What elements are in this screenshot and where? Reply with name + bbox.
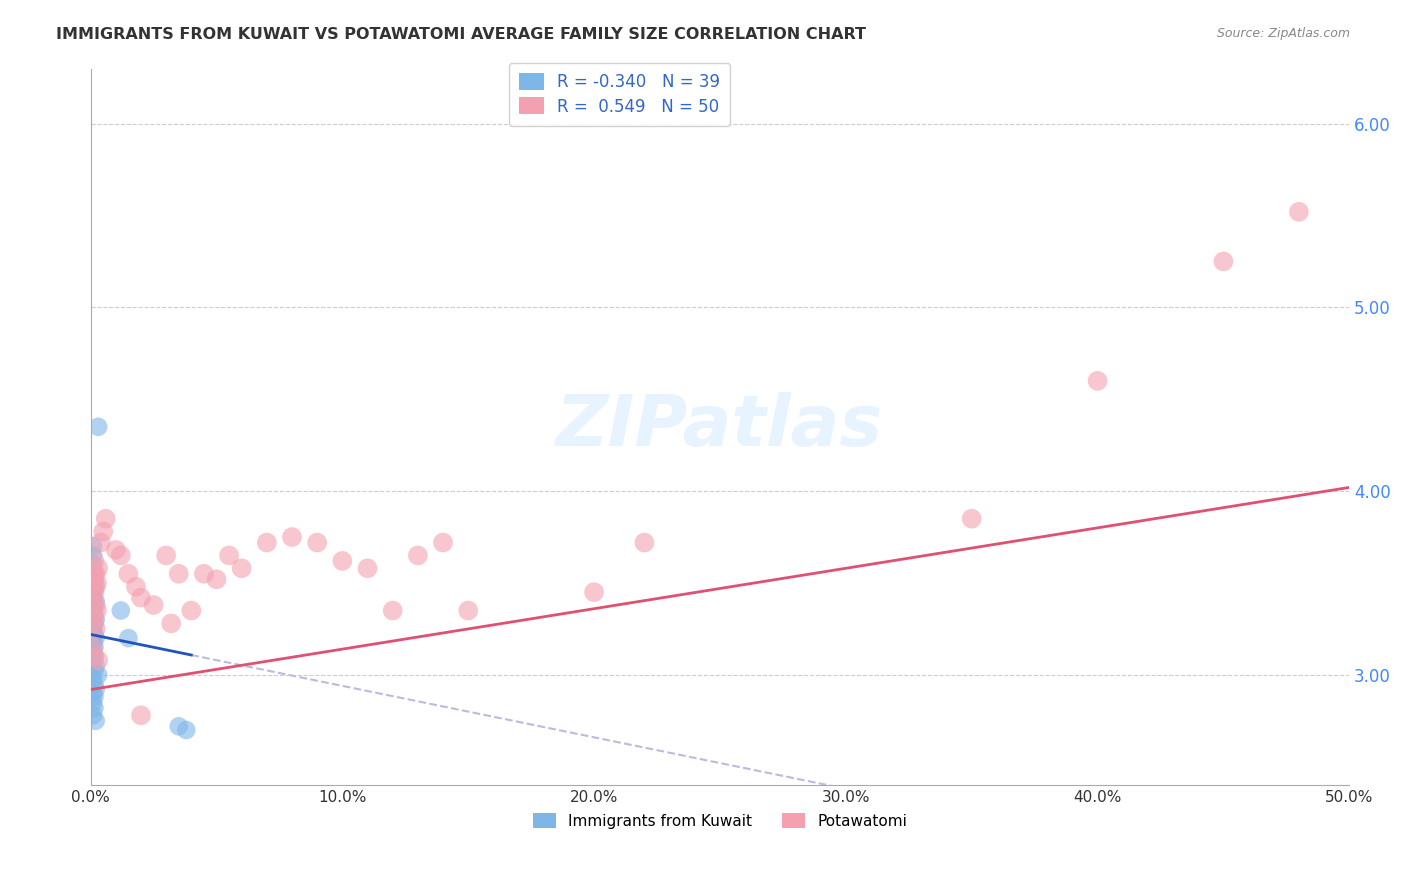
Point bbox=[82, 539, 104, 553]
Point bbox=[82, 609, 104, 624]
Point bbox=[82, 686, 104, 700]
Point bbox=[129, 591, 152, 605]
Point bbox=[218, 549, 240, 563]
Point bbox=[104, 542, 127, 557]
Point bbox=[87, 419, 110, 434]
Point bbox=[82, 591, 104, 605]
Point bbox=[82, 591, 104, 605]
Point bbox=[83, 572, 105, 586]
Point bbox=[117, 631, 139, 645]
Point bbox=[356, 561, 378, 575]
Point bbox=[94, 511, 117, 525]
Point bbox=[83, 649, 105, 664]
Point bbox=[167, 566, 190, 581]
Point bbox=[82, 616, 104, 631]
Point bbox=[180, 603, 202, 617]
Point bbox=[83, 664, 105, 678]
Point bbox=[84, 658, 107, 673]
Point bbox=[83, 554, 105, 568]
Point bbox=[583, 585, 606, 599]
Point bbox=[84, 580, 107, 594]
Point bbox=[82, 640, 104, 655]
Point bbox=[82, 585, 104, 599]
Point bbox=[330, 554, 353, 568]
Point bbox=[84, 613, 107, 627]
Point bbox=[83, 572, 105, 586]
Text: IMMIGRANTS FROM KUWAIT VS POTAWATOMI AVERAGE FAMILY SIZE CORRELATION CHART: IMMIGRANTS FROM KUWAIT VS POTAWATOMI AVE… bbox=[56, 27, 866, 42]
Point bbox=[82, 646, 104, 660]
Point bbox=[174, 723, 197, 737]
Point bbox=[82, 566, 104, 581]
Point bbox=[84, 714, 107, 728]
Point bbox=[142, 598, 165, 612]
Point bbox=[84, 566, 107, 581]
Point bbox=[83, 701, 105, 715]
Point bbox=[307, 535, 329, 549]
Point bbox=[110, 549, 132, 563]
Point bbox=[381, 603, 404, 617]
Point bbox=[82, 603, 104, 617]
Point bbox=[84, 631, 107, 645]
Point bbox=[82, 558, 104, 572]
Point bbox=[91, 524, 114, 539]
Point bbox=[83, 690, 105, 704]
Point bbox=[1212, 254, 1234, 268]
Point bbox=[160, 616, 183, 631]
Point bbox=[87, 668, 110, 682]
Point bbox=[83, 640, 105, 655]
Point bbox=[167, 719, 190, 733]
Point bbox=[82, 549, 104, 563]
Point bbox=[457, 603, 479, 617]
Point bbox=[83, 580, 105, 594]
Point bbox=[231, 561, 253, 575]
Point bbox=[83, 566, 105, 581]
Point bbox=[110, 603, 132, 617]
Point bbox=[256, 535, 278, 549]
Text: Source: ZipAtlas.com: Source: ZipAtlas.com bbox=[1216, 27, 1350, 40]
Point bbox=[155, 549, 177, 563]
Point bbox=[84, 598, 107, 612]
Point bbox=[83, 598, 105, 612]
Point bbox=[83, 627, 105, 641]
Point bbox=[83, 585, 105, 599]
Point bbox=[82, 672, 104, 686]
Point bbox=[82, 653, 104, 667]
Point bbox=[82, 708, 104, 723]
Text: ZIPatlas: ZIPatlas bbox=[557, 392, 883, 461]
Point bbox=[83, 677, 105, 691]
Point bbox=[205, 572, 228, 586]
Point bbox=[960, 511, 983, 525]
Point bbox=[82, 695, 104, 709]
Point bbox=[83, 649, 105, 664]
Point bbox=[1087, 374, 1109, 388]
Point bbox=[281, 530, 304, 544]
Point bbox=[117, 566, 139, 581]
Point bbox=[84, 622, 107, 636]
Point bbox=[82, 634, 104, 648]
Point bbox=[193, 566, 215, 581]
Point bbox=[125, 580, 148, 594]
Point bbox=[87, 561, 110, 575]
Point bbox=[83, 616, 105, 631]
Point bbox=[90, 535, 112, 549]
Point bbox=[82, 622, 104, 636]
Point bbox=[1288, 204, 1310, 219]
Point bbox=[86, 576, 108, 591]
Point bbox=[83, 609, 105, 624]
Point bbox=[86, 603, 108, 617]
Point bbox=[84, 594, 107, 608]
Point bbox=[633, 535, 655, 549]
Point bbox=[406, 549, 429, 563]
Point bbox=[432, 535, 454, 549]
Point bbox=[129, 708, 152, 723]
Point bbox=[84, 682, 107, 697]
Point bbox=[87, 653, 110, 667]
Legend: Immigrants from Kuwait, Potawatomi: Immigrants from Kuwait, Potawatomi bbox=[526, 806, 914, 835]
